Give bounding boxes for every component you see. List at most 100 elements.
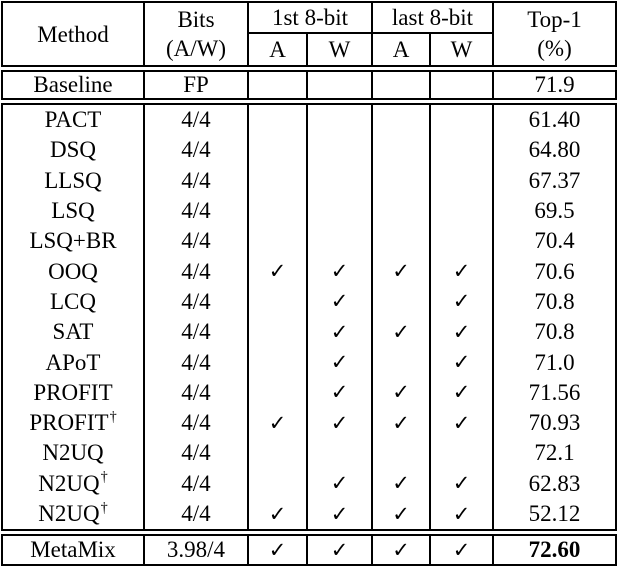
check-cell: ✓ (247, 256, 306, 287)
check-cell (371, 347, 429, 378)
check-cell: ✓ (306, 377, 371, 408)
method-cell: OOQ (48, 258, 98, 284)
baseline-section: Baseline FP 71.9 (1, 70, 617, 100)
method-cell: APoT (45, 349, 101, 375)
check-cell: ✓ (371, 536, 429, 565)
check-cell: ✓ (306, 317, 371, 348)
bits-cell: 4/4 (143, 317, 247, 348)
check-cell (429, 195, 492, 227)
bits-cell: 3.98/4 (143, 536, 247, 565)
method-cell: N2UQ † (38, 499, 108, 526)
check-icon: ✓ (330, 259, 349, 284)
bits-cell: 4/4 (143, 498, 247, 530)
bits-cell: 4/4 (143, 195, 247, 227)
header-top1-line2: (%) (537, 36, 572, 61)
bits-cell: 4/4 (143, 135, 247, 166)
check-icon: ✓ (330, 501, 349, 526)
check-icon: ✓ (452, 350, 471, 375)
top1-cell: 71.9 (492, 72, 615, 98)
check-icon: ✓ (452, 319, 471, 344)
check-cell: ✓ (306, 256, 371, 287)
bits-cell: 4/4 (143, 165, 247, 196)
check-cell: ✓ (247, 407, 306, 439)
check-cell (429, 438, 492, 469)
bits-cell: FP (143, 72, 247, 98)
check-cell: ✓ (429, 536, 492, 565)
check-cell: ✓ (429, 407, 492, 439)
bits-cell: 4/4 (143, 286, 247, 318)
check-icon: ✓ (268, 537, 287, 562)
check-cell (371, 72, 429, 98)
check-icon: ✓ (330, 410, 349, 435)
top1-cell: 69.5 (492, 195, 615, 227)
check-cell (371, 195, 429, 227)
check-cell (247, 468, 306, 499)
header-bits-line1: Bits (177, 7, 215, 32)
check-cell: ✓ (429, 468, 492, 499)
top1-cell: 62.83 (492, 468, 615, 499)
method-cell: DSQ (49, 137, 96, 163)
check-cell (371, 135, 429, 166)
check-icon: ✓ (330, 380, 349, 405)
metamix-section: MetaMix 3.98/4 ✓ ✓ ✓ ✓ 72.60 (1, 534, 617, 567)
header-top1: Top-1 (%) (492, 3, 615, 65)
top1-cell: 70.93 (492, 407, 615, 439)
check-icon: ✓ (452, 259, 471, 284)
check-cell: ✓ (429, 498, 492, 530)
method-cell: PROFIT † (29, 408, 117, 436)
bits-cell: 4/4 (143, 468, 247, 499)
check-cell (247, 317, 306, 348)
header-group-first-8bit: 1st 8-bit (247, 3, 371, 34)
header-top1-line1: Top-1 (527, 7, 582, 32)
check-cell (371, 438, 429, 469)
header-sub-a-first: A (247, 34, 306, 65)
check-icon: ✓ (392, 501, 410, 526)
method-cell: N2UQ † (38, 469, 108, 496)
check-cell (429, 226, 492, 257)
check-icon: ✓ (452, 380, 471, 405)
check-icon: ✓ (330, 537, 349, 562)
check-cell (429, 135, 492, 166)
check-cell: ✓ (371, 407, 429, 439)
header-sub-w-last: W (429, 34, 492, 65)
top1-cell: 72.1 (492, 438, 615, 469)
top1-cell: 64.80 (492, 135, 615, 166)
check-cell (429, 165, 492, 196)
check-icon: ✓ (452, 501, 471, 526)
method-cell: LSQ (51, 198, 95, 224)
check-cell (247, 165, 306, 196)
check-cell: ✓ (247, 536, 306, 565)
check-cell: ✓ (306, 347, 371, 378)
method-cell: LCQ (50, 288, 96, 314)
check-cell (306, 165, 371, 196)
check-icon: ✓ (268, 501, 287, 526)
check-icon: ✓ (268, 410, 287, 435)
method-cell: PACT (44, 107, 102, 133)
top1-cell: 71.56 (492, 377, 615, 408)
top1-cell: 70.6 (492, 256, 615, 287)
method-cell: PROFIT (33, 379, 113, 405)
check-cell: ✓ (306, 536, 371, 565)
check-cell: ✓ (371, 317, 429, 348)
bits-cell: 4/4 (143, 407, 247, 439)
check-cell: ✓ (429, 347, 492, 378)
check-cell (247, 286, 306, 318)
check-cell (306, 226, 371, 257)
check-cell (371, 286, 429, 318)
check-cell: ✓ (429, 377, 492, 408)
check-cell (306, 135, 371, 166)
check-cell (247, 195, 306, 227)
check-icon: ✓ (392, 537, 410, 562)
methods-section: PACT 4/4 61.40 DSQ 4/4 64.80 LLSQ 4/4 67.37 LSQ 4/… (1, 103, 617, 532)
check-cell (306, 195, 371, 227)
check-icon: ✓ (330, 350, 349, 375)
check-cell (371, 105, 429, 136)
method-cell: LLSQ (44, 167, 102, 193)
check-cell (247, 72, 306, 98)
top1-cell: 67.37 (492, 165, 615, 196)
top1-cell: 70.4 (492, 226, 615, 257)
bits-cell: 4/4 (143, 438, 247, 469)
check-cell: ✓ (306, 468, 371, 499)
check-icon: ✓ (268, 259, 287, 284)
check-cell: ✓ (371, 377, 429, 408)
